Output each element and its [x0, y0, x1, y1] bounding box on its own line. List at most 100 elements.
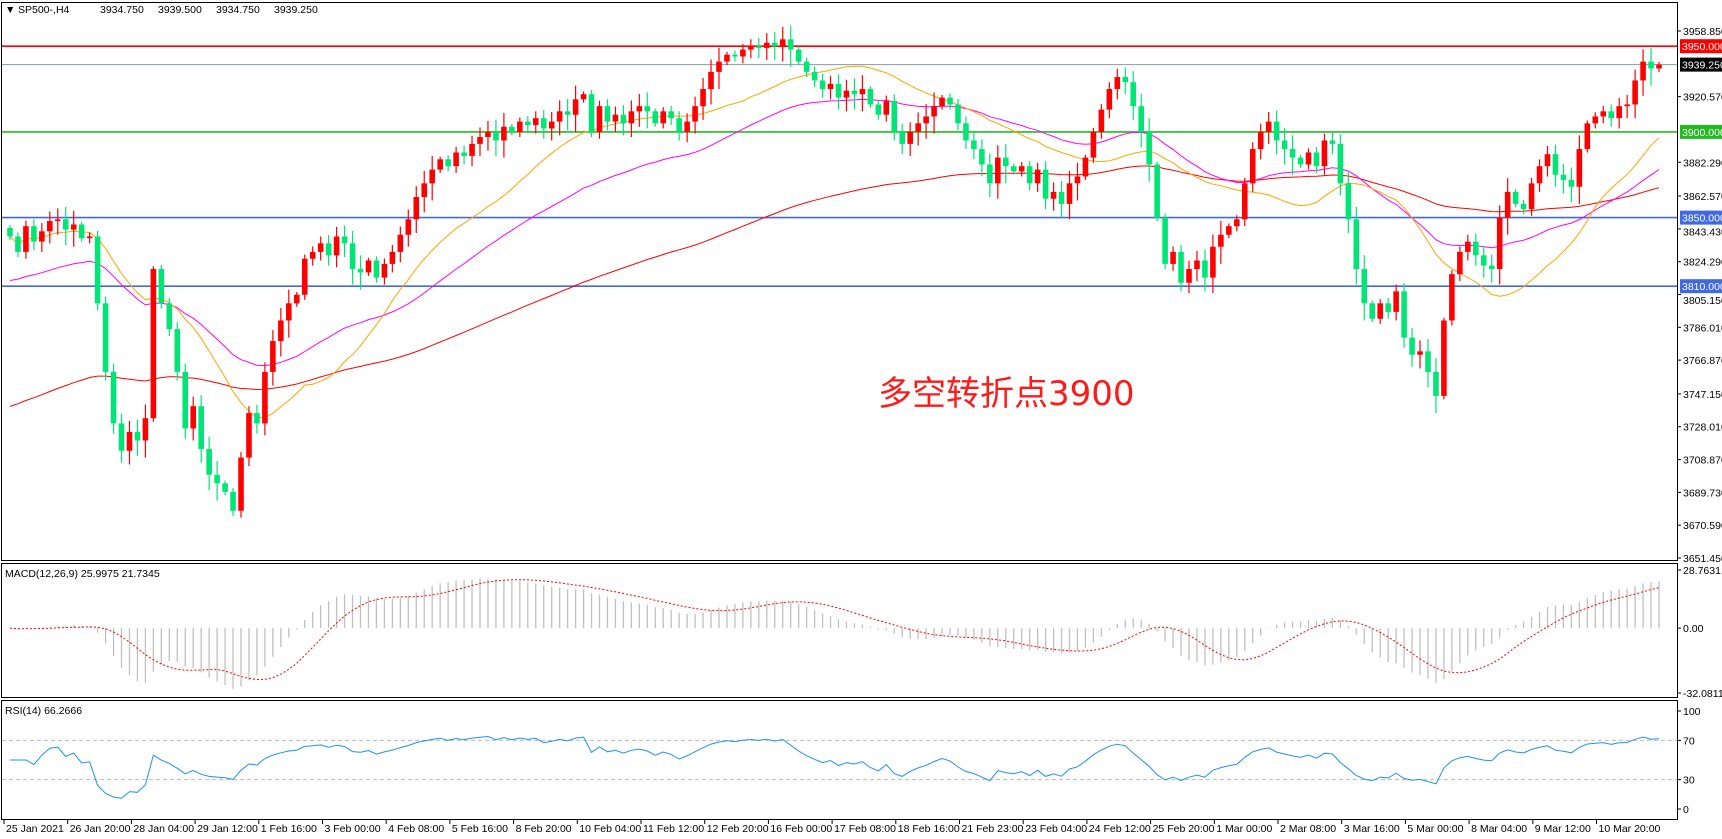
candle-body [397, 234, 404, 252]
candle-body [1257, 131, 1264, 150]
candle-body [835, 83, 842, 98]
annotation-text: 多空转折点3900 [878, 374, 1135, 414]
candle-body [1226, 226, 1232, 235]
macd-tick-label: 28.7631 [1683, 565, 1721, 577]
candle-body [995, 157, 1001, 184]
candle-body [198, 406, 204, 450]
candle-body [620, 114, 627, 124]
candle-body [740, 49, 746, 57]
candle-body [1337, 143, 1344, 184]
candle-body [604, 106, 611, 122]
candle-body [365, 260, 372, 273]
candle-body [1552, 154, 1559, 175]
candle-body [939, 97, 945, 107]
candle-body [278, 320, 284, 342]
candle-body [1568, 179, 1575, 187]
candle-body [1433, 371, 1439, 396]
candle-body [1504, 191, 1511, 218]
candle-body [1592, 116, 1599, 124]
candle-body [931, 106, 937, 117]
candle-body [732, 54, 738, 57]
price-tick-label: 3747.150 [1683, 389, 1722, 401]
candle-body [1544, 154, 1551, 167]
time-tick-label: 10 Feb 04:00 [579, 823, 641, 835]
candle-body [1289, 149, 1296, 158]
candle-body [947, 97, 953, 105]
candle-body [692, 106, 698, 122]
candle-body [540, 118, 547, 129]
candle-body [86, 236, 93, 239]
candle-body [963, 123, 969, 141]
price-axis: 3958.850 3920.570 3882.290 3862.570 3843.430… [1677, 26, 1722, 565]
macd-tick-label: -32.0811 [1683, 688, 1722, 700]
candle-body [971, 140, 977, 150]
time-tick-label: 8 Feb 20:00 [516, 823, 572, 835]
candle-body [421, 183, 428, 198]
symbol-dropdown-icon[interactable]: ▼ [5, 4, 15, 16]
price-tick-label: 3786.010 [1683, 322, 1722, 334]
candle-body [1560, 174, 1567, 180]
candle-body [1409, 337, 1415, 355]
rsi-line [10, 735, 1660, 799]
candle-body [1480, 255, 1487, 266]
candle-body [1146, 131, 1152, 165]
candle-body [341, 236, 348, 244]
moving-averages [9, 65, 1660, 418]
time-tick-label: 4 Feb 08:00 [388, 823, 444, 835]
candle-body [1512, 191, 1519, 204]
rsi-tick-label: 30 [1683, 775, 1695, 787]
rsi-indicator: 100 70 30 0 [2, 706, 1701, 816]
candle-body [955, 104, 961, 124]
candle-body [437, 159, 443, 170]
candle-body [78, 224, 85, 239]
candle-body [652, 111, 659, 124]
candle-body [47, 221, 53, 232]
rsi-tick-label: 70 [1683, 735, 1695, 747]
candle-body [1106, 89, 1113, 110]
candle-body [214, 474, 220, 484]
candle-body [875, 104, 882, 115]
candle-body [1194, 260, 1200, 270]
candle-body [1249, 149, 1256, 184]
ma-mid-line [9, 98, 1660, 367]
candle-body [1616, 106, 1622, 119]
candle-body [756, 46, 762, 48]
candle-body [1496, 217, 1503, 270]
candles [7, 25, 1662, 518]
candle-body [1473, 241, 1479, 256]
candle-body [1576, 149, 1583, 187]
candle-body [1425, 351, 1431, 372]
candle-body [1305, 152, 1312, 165]
candle-body [1417, 351, 1423, 355]
candle-body [309, 251, 316, 259]
time-tick-label: 29 Jan 12:00 [197, 823, 258, 835]
level-price-box [1680, 279, 1722, 294]
time-tick-label: 5 Mar 00:00 [1407, 823, 1463, 835]
candle-body [1600, 111, 1607, 117]
candle-body [325, 243, 332, 256]
candle-body [564, 111, 571, 115]
candle-body [517, 121, 523, 132]
candle-body [803, 61, 810, 72]
candle-body [110, 371, 117, 424]
candle-body [381, 263, 388, 278]
candle-body [1186, 269, 1192, 283]
candle-body [1241, 183, 1248, 220]
candle-body [1536, 166, 1543, 184]
candle-body [39, 231, 45, 242]
candle-body [1090, 131, 1097, 158]
candle-body [1528, 183, 1535, 210]
candle-body [644, 106, 651, 112]
ohlc-open: 3934.750 [100, 4, 144, 16]
candle-body [1210, 246, 1216, 278]
candle-body [1393, 291, 1399, 312]
candle-body [349, 243, 356, 270]
price-tick-label: 3689.730 [1683, 487, 1722, 499]
time-tick-label: 16 Feb 00:00 [770, 823, 832, 835]
candle-body [1114, 77, 1121, 90]
candle-body [1050, 191, 1057, 199]
candle-body [1066, 183, 1073, 204]
candle-body [1441, 320, 1447, 396]
candle-body [1361, 269, 1368, 304]
